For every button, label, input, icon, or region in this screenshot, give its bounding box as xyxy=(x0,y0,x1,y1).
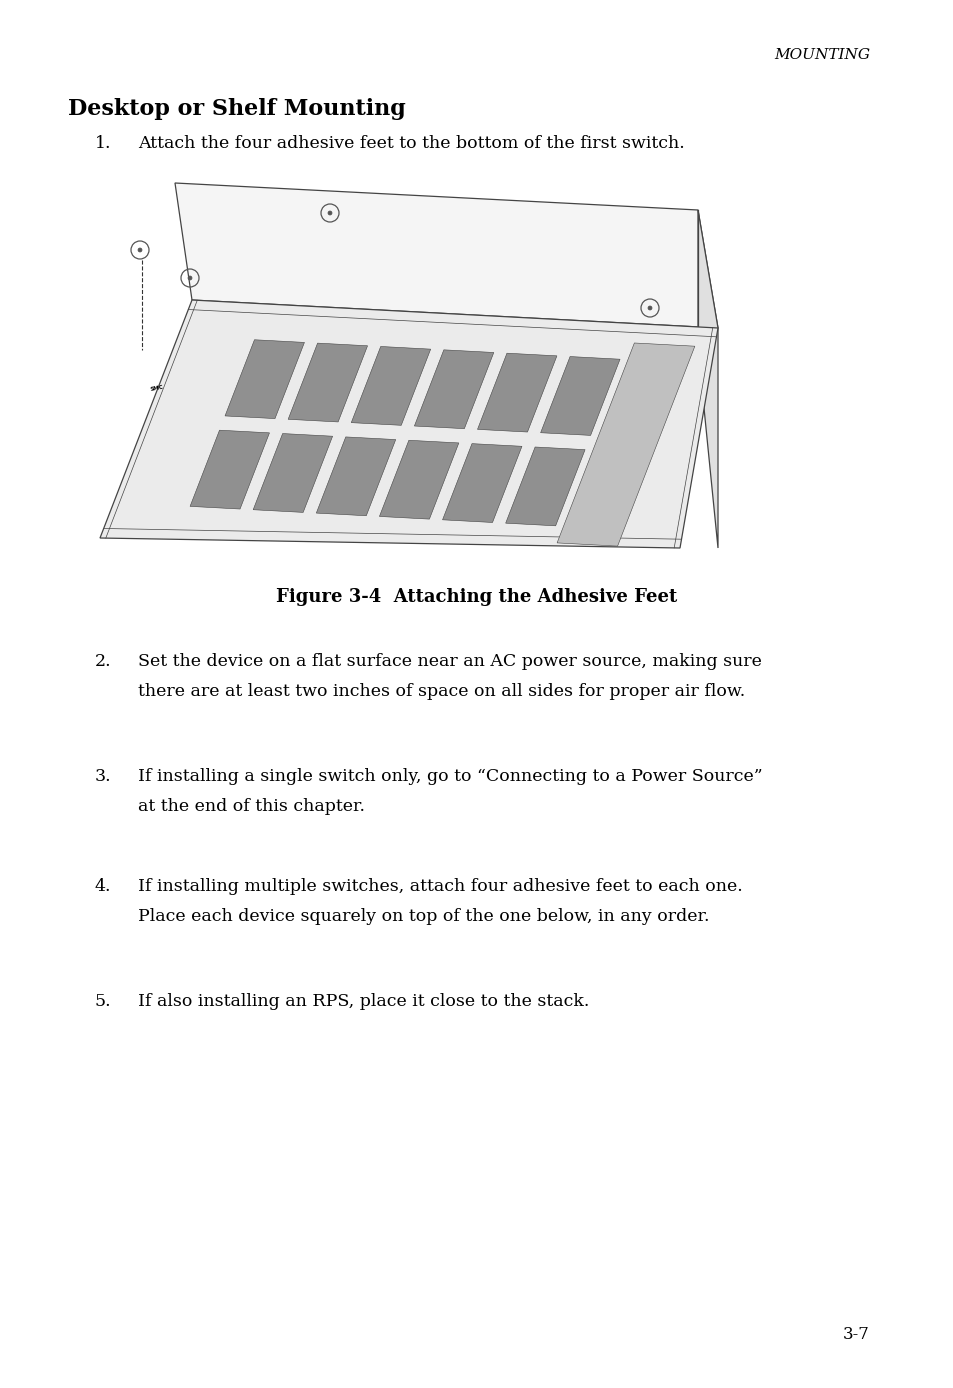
Text: If installing a single switch only, go to “Connecting to a Power Source”: If installing a single switch only, go t… xyxy=(138,768,761,786)
Polygon shape xyxy=(253,433,333,512)
Text: MOUNTING: MOUNTING xyxy=(773,49,869,62)
Text: Desktop or Shelf Mounting: Desktop or Shelf Mounting xyxy=(68,99,405,119)
Polygon shape xyxy=(288,343,367,422)
Polygon shape xyxy=(698,210,718,548)
Text: 3.: 3. xyxy=(95,768,112,786)
Circle shape xyxy=(188,276,192,280)
Polygon shape xyxy=(557,343,694,545)
Text: If also installing an RPS, place it close to the stack.: If also installing an RPS, place it clos… xyxy=(138,992,589,1010)
Polygon shape xyxy=(505,447,584,526)
Text: 3-7: 3-7 xyxy=(842,1326,869,1344)
Text: 2.: 2. xyxy=(95,652,112,670)
Text: 5.: 5. xyxy=(95,992,112,1010)
Polygon shape xyxy=(414,350,494,429)
Polygon shape xyxy=(174,183,718,328)
Circle shape xyxy=(328,211,332,215)
Text: If installing multiple switches, attach four adhesive feet to each one.: If installing multiple switches, attach … xyxy=(138,879,742,895)
Circle shape xyxy=(138,248,142,253)
Polygon shape xyxy=(225,340,304,419)
Polygon shape xyxy=(540,357,619,436)
Circle shape xyxy=(647,305,651,310)
Text: Set the device on a flat surface near an AC power source, making sure: Set the device on a flat surface near an… xyxy=(138,652,761,670)
Polygon shape xyxy=(100,300,718,548)
Polygon shape xyxy=(442,444,521,522)
Polygon shape xyxy=(379,440,458,519)
Polygon shape xyxy=(477,353,557,432)
Text: Attach the four adhesive feet to the bottom of the first switch.: Attach the four adhesive feet to the bot… xyxy=(138,135,684,153)
Text: Place each device squarely on top of the one below, in any order.: Place each device squarely on top of the… xyxy=(138,908,709,924)
Text: 4.: 4. xyxy=(95,879,112,895)
Text: Figure 3-4  Attaching the Adhesive Feet: Figure 3-4 Attaching the Adhesive Feet xyxy=(276,589,677,607)
Text: at the end of this chapter.: at the end of this chapter. xyxy=(138,798,365,815)
Text: SMC: SMC xyxy=(150,384,164,391)
Text: 1.: 1. xyxy=(95,135,112,153)
Polygon shape xyxy=(316,437,395,516)
Polygon shape xyxy=(351,347,430,425)
Text: there are at least two inches of space on all sides for proper air flow.: there are at least two inches of space o… xyxy=(138,683,744,700)
Polygon shape xyxy=(190,430,269,509)
